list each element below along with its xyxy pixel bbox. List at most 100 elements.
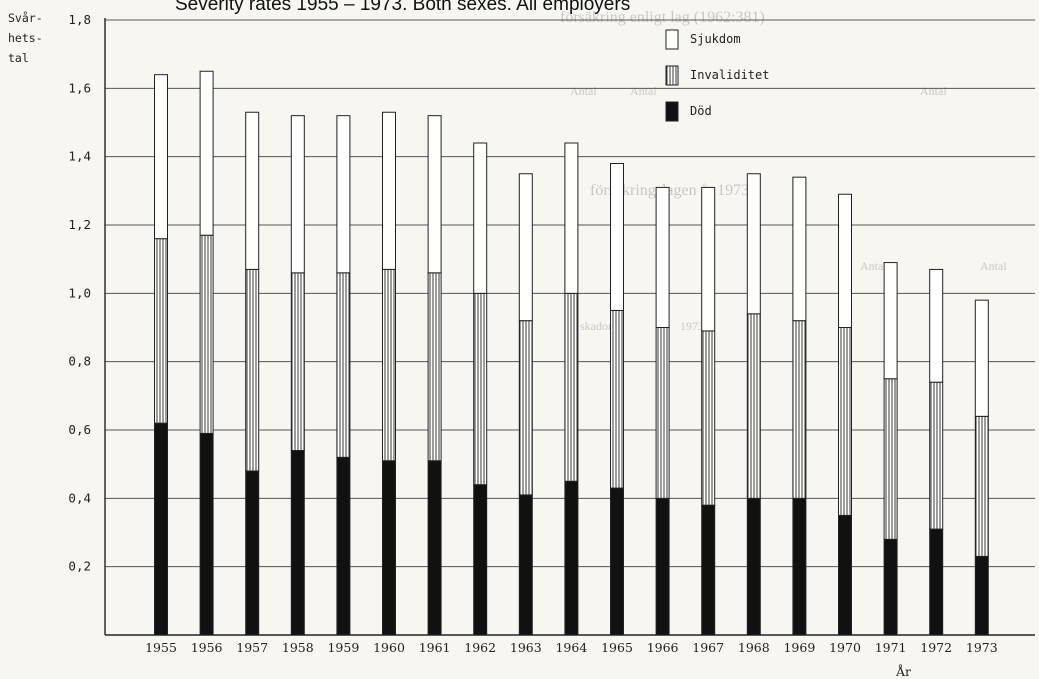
y-axis-label-line-1: Svår- bbox=[8, 11, 43, 25]
x-axis-ticks: 1955 1956 1957 1958 1959 1960 1961 1962 1963 1964… bbox=[145, 640, 998, 655]
y-tick-label: 0,2 bbox=[68, 559, 91, 574]
ghost-text-4: Antal bbox=[630, 84, 657, 98]
y-axis-ticks: 0,2 0,4 0,6 0,8 1,0 1,2 1,4 1,6 1,8 bbox=[68, 12, 91, 574]
x-tick-label: 1973 bbox=[966, 640, 998, 655]
y-tick-label: 1,0 bbox=[68, 285, 91, 300]
x-tick-label: 1961 bbox=[419, 640, 451, 655]
bar-segment-dd bbox=[154, 422, 168, 636]
x-tick-label: 1957 bbox=[236, 640, 268, 655]
legend-swatch-invaliditet bbox=[665, 65, 679, 86]
y-tick-label: 1,6 bbox=[68, 80, 91, 95]
legend: Sjukdom Invaliditet Död bbox=[665, 29, 769, 122]
bar-segment-sjukdom bbox=[564, 142, 579, 294]
bar-segment-dd bbox=[245, 470, 260, 636]
bar-segment-invaliditet bbox=[701, 330, 716, 506]
bar-segment-invaliditet bbox=[655, 327, 670, 499]
bar-segment-sjukdom bbox=[929, 268, 944, 383]
x-tick-label: 1967 bbox=[692, 640, 724, 655]
legend-swatch-dod bbox=[665, 101, 679, 122]
x-tick-label: 1962 bbox=[464, 640, 496, 655]
legend-swatch-sjukdom bbox=[665, 29, 679, 50]
bar-segment-dd bbox=[290, 450, 305, 636]
bar-segment-dd bbox=[336, 456, 351, 636]
ghost-text-8: skador bbox=[580, 319, 612, 333]
bar-segment-invaliditet bbox=[792, 320, 807, 499]
bar-segment-dd bbox=[427, 460, 442, 636]
x-tick-label: 1966 bbox=[647, 640, 679, 655]
x-tick-label: 1968 bbox=[738, 640, 770, 655]
x-tick-label: 1963 bbox=[510, 640, 542, 655]
x-tick-label: 1959 bbox=[327, 640, 359, 655]
x-tick-label: 1969 bbox=[783, 640, 815, 655]
y-axis-label-line-2: hets- bbox=[8, 31, 43, 45]
bar-segment-invaliditet bbox=[382, 268, 396, 462]
ghost-text-5: Antal bbox=[920, 84, 947, 98]
x-axis-label: År bbox=[895, 664, 911, 679]
ghost-text-1: försäkring enligt lag (1962:381) bbox=[560, 9, 765, 26]
legend-label-invaliditet: Invaliditet bbox=[690, 68, 769, 82]
bar-segment-invaliditet bbox=[746, 313, 761, 499]
bar-segment-dd bbox=[883, 538, 898, 636]
bar-segment-invaliditet bbox=[427, 272, 442, 462]
x-tick-label: 1960 bbox=[373, 640, 405, 655]
bar-segment-invaliditet bbox=[518, 320, 533, 496]
x-tick-label: 1964 bbox=[555, 640, 587, 655]
bar-segment-sjukdom bbox=[701, 186, 716, 332]
bar-segment-sjukdom bbox=[838, 193, 852, 328]
x-tick-label: 1970 bbox=[829, 640, 861, 655]
bar-segment-dd bbox=[701, 504, 716, 636]
y-tick-label: 0,4 bbox=[68, 490, 91, 505]
x-tick-label: 1958 bbox=[282, 640, 314, 655]
bar-segment-sjukdom bbox=[245, 111, 260, 270]
x-tick-label: 1971 bbox=[875, 640, 907, 655]
bar-segment-invaliditet bbox=[974, 415, 989, 557]
bar-segment-dd bbox=[199, 432, 214, 636]
legend-item-invaliditet: Invaliditet bbox=[665, 65, 769, 86]
ghost-text-7: Antal bbox=[980, 259, 1007, 273]
bars bbox=[154, 70, 989, 636]
ghost-text-9: 1973 bbox=[680, 319, 704, 333]
bar-segment-sjukdom bbox=[199, 70, 214, 236]
bar-segment-dd bbox=[974, 555, 989, 636]
ghost-text-6: Antal bbox=[860, 259, 887, 273]
bar-segment-sjukdom bbox=[154, 74, 168, 240]
bar-segment-sjukdom bbox=[518, 173, 533, 322]
x-tick-label: 1955 bbox=[145, 640, 177, 655]
y-tick-label: 1,4 bbox=[68, 149, 91, 164]
bar-segment-invaliditet bbox=[883, 378, 898, 540]
bar-segment-sjukdom bbox=[473, 142, 488, 294]
bar-segment-invaliditet bbox=[245, 268, 260, 472]
y-axis-label-line-3: tal bbox=[8, 51, 29, 65]
bar-segment-sjukdom bbox=[746, 173, 761, 315]
x-tick-label: 1956 bbox=[191, 640, 223, 655]
bar-segment-sjukdom bbox=[336, 115, 351, 274]
bar-segment-invaliditet bbox=[336, 272, 351, 458]
bar-segment-dd bbox=[610, 487, 624, 636]
y-tick-label: 1,8 bbox=[68, 12, 91, 27]
bar-segment-invaliditet bbox=[838, 327, 852, 516]
bar-segment-dd bbox=[746, 497, 761, 636]
legend-item-dod: Död bbox=[665, 101, 712, 122]
y-tick-label: 0,6 bbox=[68, 422, 91, 437]
bar-segment-sjukdom bbox=[655, 186, 670, 328]
bar-segment-dd bbox=[655, 497, 670, 636]
bar-segment-invaliditet bbox=[929, 381, 944, 530]
bar-segment-invaliditet bbox=[290, 272, 305, 452]
bar-segment-invaliditet bbox=[473, 292, 488, 486]
bar-segment-dd bbox=[518, 494, 533, 636]
legend-label-sjukdom: Sjukdom bbox=[690, 32, 741, 46]
bar-segment-sjukdom bbox=[610, 163, 624, 311]
bar-segment-dd bbox=[473, 484, 488, 636]
legend-label-dod: Död bbox=[690, 104, 712, 118]
bar-segment-invaliditet bbox=[564, 292, 579, 482]
bar-segment-dd bbox=[929, 528, 944, 636]
chart-title: Severity rates 1955 – 1973. Both sexes. … bbox=[175, 0, 630, 15]
bar-segment-sjukdom bbox=[883, 262, 898, 380]
y-axis-label: Svår- hets- tal bbox=[8, 11, 43, 65]
x-tick-label: 1972 bbox=[920, 640, 952, 655]
bar-segment-sjukdom bbox=[974, 299, 989, 417]
bar-segment-sjukdom bbox=[792, 176, 807, 322]
bar-segment-invaliditet bbox=[154, 238, 168, 424]
bar-segment-dd bbox=[838, 514, 852, 636]
